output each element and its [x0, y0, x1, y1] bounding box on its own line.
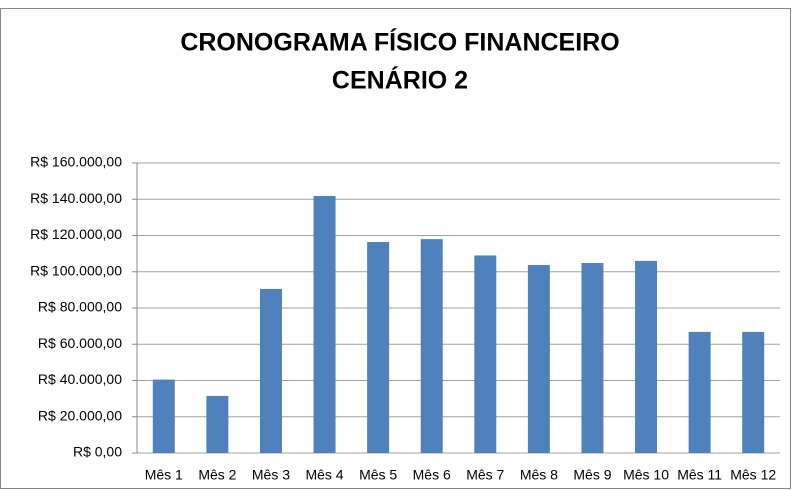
x-tick-label: Mês 10 [623, 467, 669, 483]
bar [259, 288, 282, 453]
y-tick-label: R$ 100.000,00 [30, 262, 122, 278]
chart-subtitle: CENÁRIO 2 [332, 66, 468, 95]
x-tick-label: Mês 9 [573, 467, 611, 483]
bar [152, 379, 175, 453]
x-tick-label: Mês 8 [520, 467, 558, 483]
x-tick-label: Mês 4 [305, 467, 343, 483]
y-tick-label: R$ 0,00 [73, 444, 122, 460]
chart-title: CRONOGRAMA FÍSICO FINANCEIRO [180, 28, 619, 57]
y-tick-label: R$ 120.000,00 [30, 226, 122, 242]
x-tick-label: Mês 3 [252, 467, 290, 483]
bar [420, 239, 443, 453]
x-tick-label: Mês 1 [145, 467, 183, 483]
bar [367, 242, 390, 453]
bar [635, 260, 658, 453]
y-tick-label: R$ 140.000,00 [30, 190, 122, 206]
bar [527, 265, 550, 453]
bar [581, 263, 604, 453]
y-tick-label: R$ 60.000,00 [38, 335, 122, 351]
bar [206, 395, 229, 453]
bar [742, 331, 765, 453]
x-tick-label: Mês 6 [413, 467, 451, 483]
chart-border [0, 8, 791, 489]
y-tick-label: R$ 160.000,00 [30, 154, 122, 170]
x-tick-label: Mês 7 [466, 467, 504, 483]
x-tick-label: Mês 12 [730, 467, 776, 483]
x-tick-label: Mês 5 [359, 467, 397, 483]
bar [474, 255, 497, 453]
x-tick-label: Mês 2 [198, 467, 236, 483]
y-tick-label: R$ 20.000,00 [38, 407, 122, 423]
y-tick-label: R$ 80.000,00 [38, 299, 122, 315]
x-tick-label: Mês 11 [677, 467, 722, 483]
bar [313, 195, 336, 454]
bar [688, 331, 711, 453]
y-tick-label: R$ 40.000,00 [38, 371, 122, 387]
